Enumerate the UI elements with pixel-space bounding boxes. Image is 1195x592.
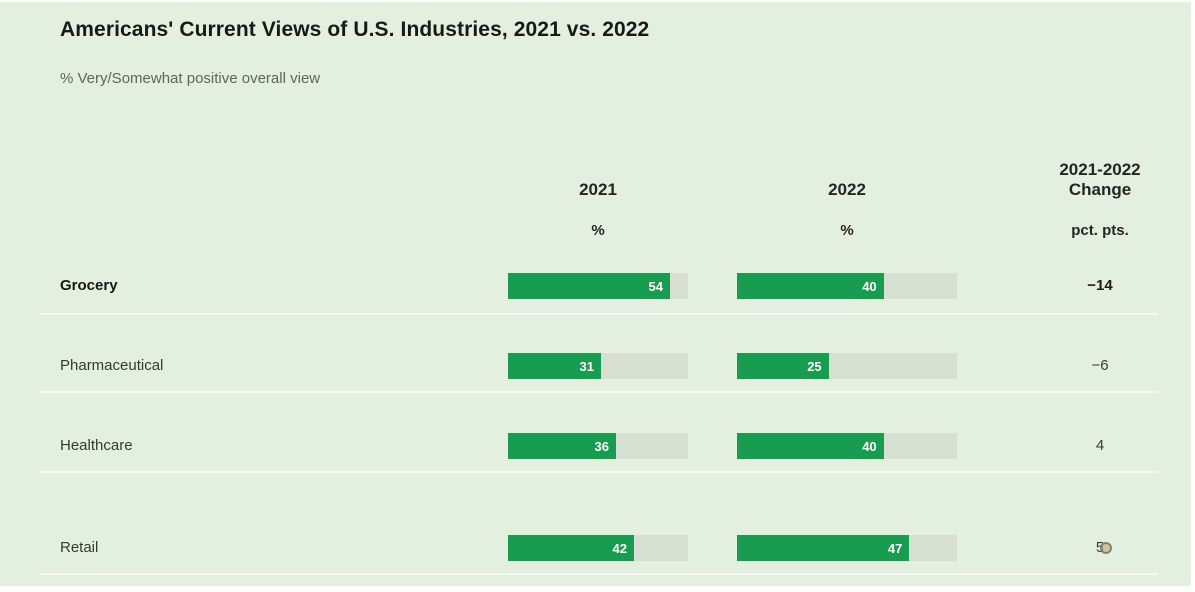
- chart-subtitle: % Very/Somewhat positive overall view: [60, 70, 321, 87]
- row-separator: [40, 573, 1158, 575]
- screenshot-artifact-dot: [1100, 542, 1112, 554]
- bar-2022-fill: 40: [737, 433, 884, 459]
- bar-2022-track: 25: [737, 353, 957, 379]
- column-header-2021: 2021 %: [508, 180, 688, 239]
- row-separator: [40, 313, 1158, 315]
- table-row-pharmaceutical: Pharmaceutical 31 25 −6: [0, 353, 1191, 379]
- column-header-change: 2021-2022 Change pct. pts.: [1030, 160, 1170, 239]
- bar-2021-value: 42: [612, 540, 627, 556]
- column-header-change-line1: 2021-2022: [1059, 160, 1141, 179]
- bar-2022-fill: 25: [737, 353, 829, 379]
- column-header-change-line2: Change: [1068, 180, 1132, 199]
- bar-2021-value: 54: [648, 278, 663, 294]
- row-separator: [40, 391, 1158, 393]
- bar-2022-value: 40: [862, 438, 877, 454]
- column-header-2021-label: 2021: [579, 180, 617, 199]
- column-unit-2022: %: [840, 222, 854, 239]
- bar-2022-value: 40: [862, 278, 877, 294]
- bar-2022-track: 47: [737, 535, 957, 561]
- row-label: Retail: [60, 539, 99, 556]
- column-header-2022: 2022 %: [737, 180, 957, 239]
- bar-2022-value: 47: [887, 540, 903, 556]
- change-value: −14: [1087, 277, 1113, 294]
- bar-2021-track: 31: [508, 353, 688, 379]
- column-unit-2021: %: [591, 222, 605, 239]
- table-row-healthcare: Healthcare 36 40 4: [0, 433, 1191, 459]
- change-value: −6: [1091, 357, 1109, 374]
- bar-2022-track: 40: [737, 273, 957, 299]
- row-label: Grocery: [60, 277, 118, 294]
- bar-2021-track: 54: [508, 273, 688, 299]
- table-row-grocery: Grocery 54 40 −14: [0, 273, 1191, 299]
- column-header-2022-label: 2022: [828, 180, 866, 199]
- bar-2021-fill: 42: [508, 535, 634, 561]
- row-separator: [40, 471, 1158, 473]
- bar-2021-fill: 54: [508, 273, 670, 299]
- change-value: 4: [1095, 437, 1105, 454]
- bar-2021-value: 36: [594, 438, 609, 454]
- bar-2021-fill: 36: [508, 433, 616, 459]
- bar-2022-track: 40: [737, 433, 957, 459]
- chart-title: Americans' Current Views of U.S. Industr…: [60, 18, 650, 41]
- row-label: Pharmaceutical: [60, 357, 164, 374]
- bar-2022-fill: 40: [737, 273, 884, 299]
- bar-2021-track: 36: [508, 433, 688, 459]
- bar-2022-value: 25: [807, 358, 822, 374]
- table-row-retail: Retail 42 47 5: [0, 535, 1191, 561]
- bar-2022-fill: 47: [737, 535, 910, 561]
- bar-2021-track: 42: [508, 535, 688, 561]
- bar-2021-value: 31: [579, 358, 594, 374]
- column-unit-change: pct. pts.: [1071, 222, 1129, 239]
- row-label: Healthcare: [60, 437, 133, 454]
- bar-2021-fill: 31: [508, 353, 601, 379]
